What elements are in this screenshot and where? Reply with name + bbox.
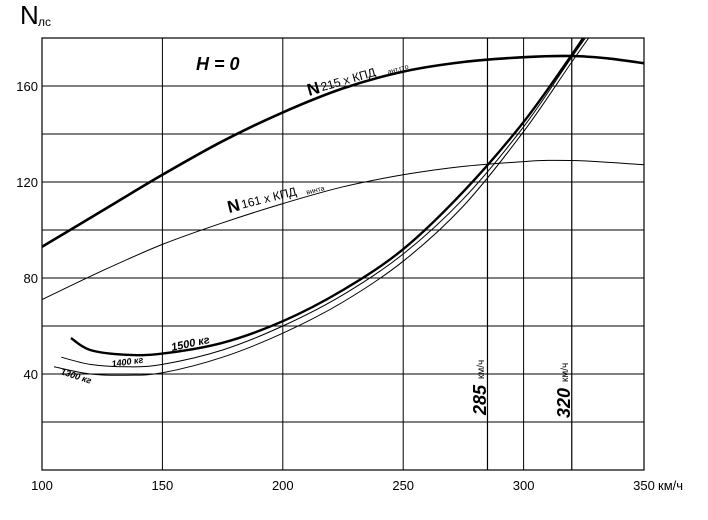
label-req-1500: 1500 кг <box>170 334 211 354</box>
grid <box>42 38 644 470</box>
x-axis-label: км/ч <box>658 478 683 493</box>
marker-285-unit: км/ч <box>476 360 487 379</box>
label-avail-161: N 161 x КПД винта <box>225 184 326 217</box>
y-tick-label: 40 <box>24 367 38 382</box>
marker-label-320: 320 км/ч <box>554 363 574 418</box>
altitude-annotation: H = 0 <box>196 54 240 74</box>
curve-req_1400 <box>61 38 587 368</box>
label-req-1400: 1400 кг <box>111 355 144 369</box>
marker-320-value: 320 <box>554 388 574 418</box>
x-tick-label: 300 <box>513 478 535 493</box>
marker-label-285: 285 км/ч <box>470 360 490 416</box>
curve-req_1300 <box>53 38 590 376</box>
plot-frame <box>41 37 645 471</box>
marker-285-value: 285 <box>470 384 490 416</box>
y-tick-label: 80 <box>24 271 38 286</box>
tick-labels: 100 150 200 250 300 350 40 80 120 160 <box>16 79 655 493</box>
y-tick-label: 160 <box>16 79 38 94</box>
label-avail-215-sub: 215 x КПД <box>319 65 377 94</box>
y-axis-label: N <box>20 0 39 30</box>
curve-req_1500 <box>70 38 585 357</box>
label-avail-215-main: N <box>305 78 322 100</box>
x-tick-label: 150 <box>152 478 174 493</box>
curve-avail_161 <box>42 159 644 301</box>
label-req-1300: 1300 кг <box>59 366 93 385</box>
curves <box>42 38 644 376</box>
x-tick-label: 350 <box>633 478 655 493</box>
x-tick-label: 100 <box>31 478 53 493</box>
label-avail-215: N 215 x КПД ант.гто <box>305 64 410 100</box>
marker-320-unit: км/ч <box>560 363 571 382</box>
y-axis-label-unit: лс <box>38 15 51 29</box>
label-avail-215-small: ант.гто <box>387 64 410 77</box>
x-tick-label: 250 <box>392 478 414 493</box>
label-avail-161-main: N <box>225 195 242 216</box>
y-tick-label: 120 <box>16 175 38 190</box>
label-avail-161-small: винта <box>306 185 326 196</box>
x-tick-label: 200 <box>272 478 294 493</box>
